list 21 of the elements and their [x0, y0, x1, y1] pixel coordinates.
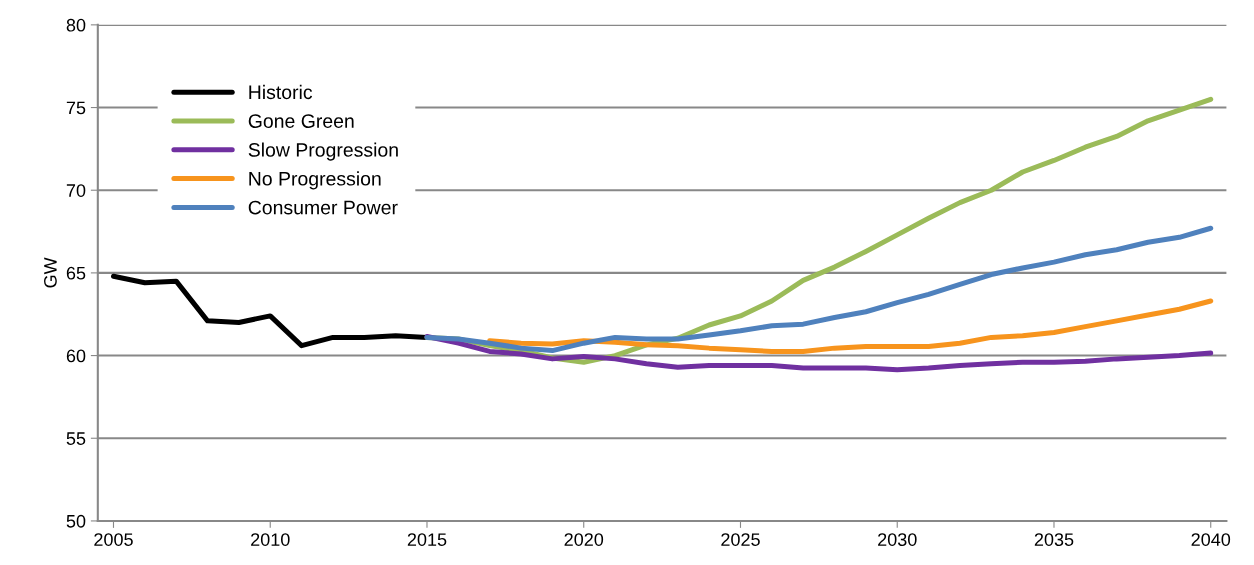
x-tick-label: 2020 [564, 533, 604, 546]
x-tick-label: 2010 [251, 533, 290, 546]
y-tick-label: 50 [66, 514, 86, 528]
y-tick-label: 65 [66, 266, 86, 280]
x-tick-label: 2025 [721, 533, 760, 546]
y-axis-title: GW [44, 257, 57, 288]
legend-label: Consumer Power [248, 200, 398, 215]
legend-label: Historic [249, 84, 313, 100]
x-tick-label: 2030 [878, 533, 917, 546]
x-tick-label: 2040 [1191, 533, 1231, 546]
legend-label: No Progression [249, 171, 381, 190]
x-tick-label: 2005 [94, 533, 133, 546]
y-tick-label: 70 [66, 184, 86, 197]
y-tick-label: 60 [66, 349, 86, 363]
y-tick-label: 55 [66, 432, 86, 445]
y-tick-label: 80 [66, 18, 86, 32]
y-tick-label: 75 [66, 101, 86, 115]
legend-label: Slow Progression [248, 142, 398, 161]
x-tick-label: 2015 [407, 533, 447, 546]
legend-label: Gone Green [248, 114, 354, 128]
x-tick-label: 2035 [1034, 533, 1074, 546]
